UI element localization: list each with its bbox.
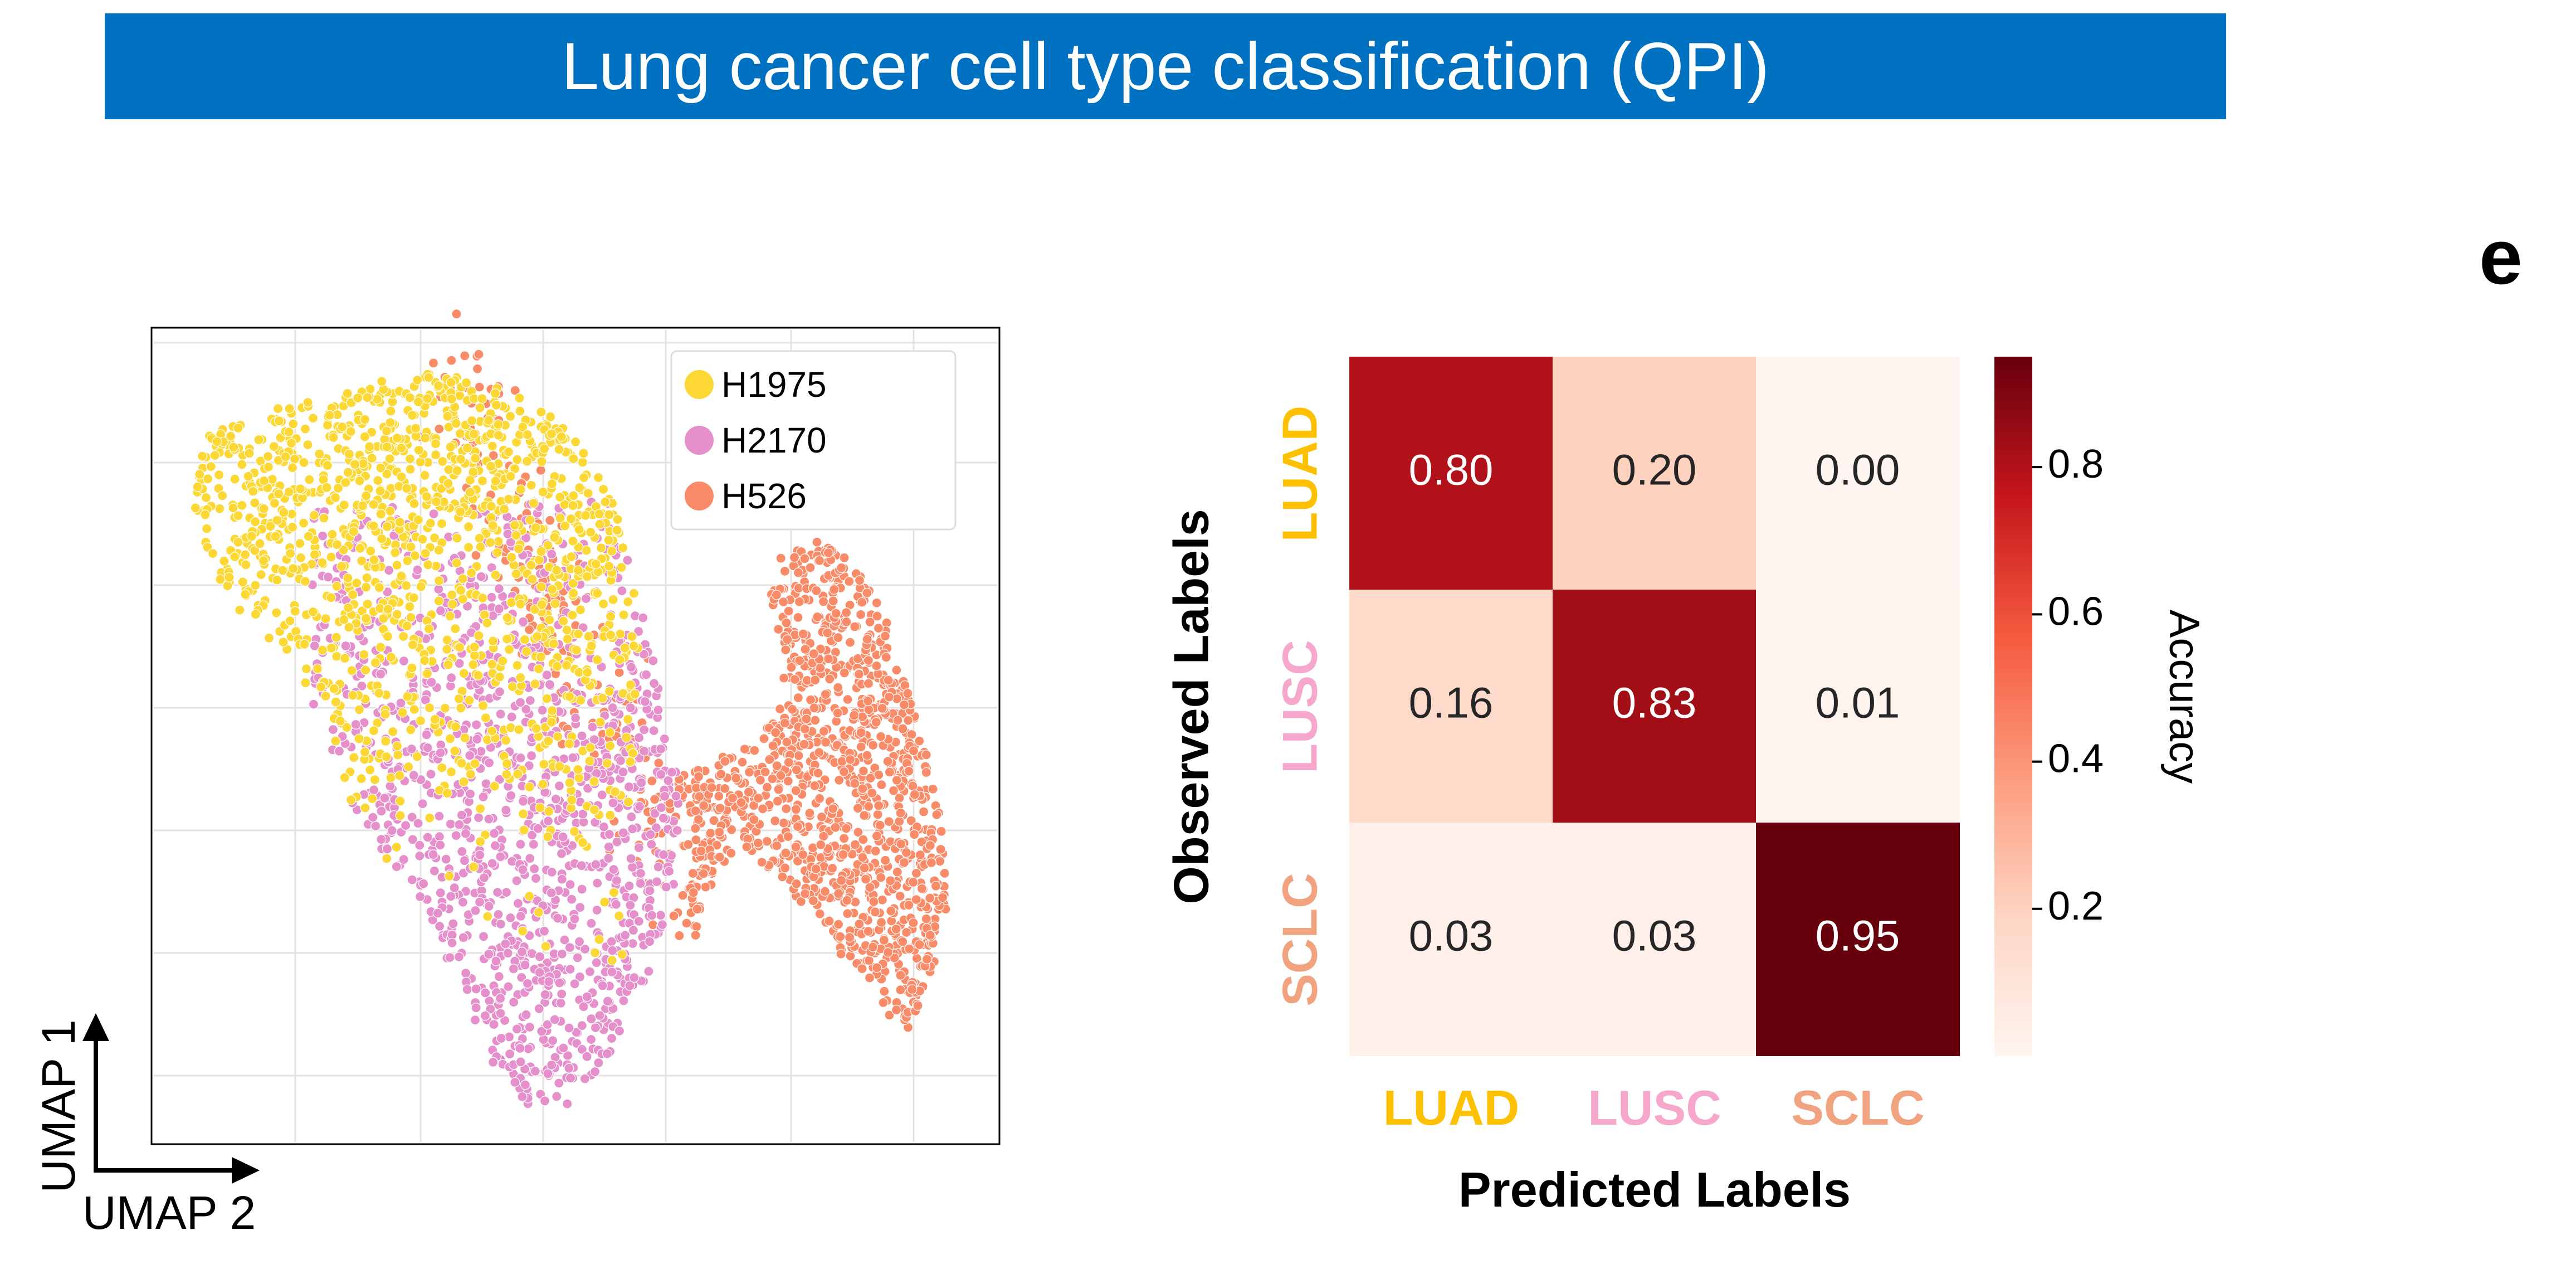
- point-h526: [839, 668, 850, 678]
- point-h526: [698, 800, 709, 811]
- point-h526: [787, 704, 798, 715]
- colorbar-label: Accuracy: [2160, 610, 2208, 784]
- point-h526: [853, 827, 863, 838]
- point-h526: [871, 597, 882, 608]
- colorbar-gradient: [1994, 357, 2032, 1056]
- point-h526: [916, 837, 927, 847]
- x-tick-labels: LUAD LUSC SCLC: [1383, 1080, 1925, 1135]
- point-h526: [824, 674, 835, 684]
- cell-value-label: 0.03: [1612, 911, 1697, 960]
- point-h526: [775, 553, 786, 563]
- point-h526: [726, 824, 737, 835]
- cell-value-label: 0.80: [1409, 445, 1494, 494]
- point-h526: [739, 743, 750, 755]
- point-h526: [839, 552, 850, 563]
- point-h526: [816, 811, 827, 823]
- panel-letter: e: [2479, 213, 2523, 300]
- point-h526: [914, 736, 925, 746]
- point-h526: [762, 782, 773, 792]
- point-h526: [857, 597, 867, 607]
- point-h526: [860, 874, 871, 884]
- data-points: [190, 309, 951, 1109]
- cell-value-label: 0.20: [1612, 445, 1697, 494]
- point-h526: [773, 624, 784, 635]
- point-h526: [935, 844, 946, 855]
- page-title: Lung cancer cell type classification (QP…: [562, 29, 1769, 104]
- point-h526: [870, 907, 881, 917]
- cell-value-label: 0.01: [1816, 678, 1900, 727]
- point-h526: [870, 845, 881, 857]
- point-h526: [844, 576, 855, 587]
- point-h526: [838, 766, 850, 777]
- point-h526: [891, 665, 902, 675]
- point-h526: [793, 612, 803, 623]
- point-h526: [884, 1010, 895, 1020]
- point-h526: [886, 906, 896, 916]
- point-h526: [800, 644, 811, 655]
- y-tick-lusc: LUSC: [1272, 640, 1327, 774]
- point-h526: [895, 985, 906, 995]
- point-h526: [854, 575, 865, 586]
- cell-value-label: 0.95: [1816, 911, 1900, 960]
- colorbar-tick-label: 0.6: [2048, 589, 2104, 634]
- cell-value-label: 0.03: [1409, 911, 1494, 960]
- point-h526: [879, 986, 890, 996]
- x-tick-lusc: LUSC: [1588, 1080, 1721, 1135]
- point-h526: [824, 916, 835, 926]
- colorbar-tick-label: 0.2: [2048, 884, 2104, 928]
- point-h526: [858, 834, 869, 845]
- cell-value-label: 0.16: [1409, 678, 1494, 727]
- y-tick-luad: LUAD: [1272, 406, 1327, 542]
- point-h526: [726, 848, 736, 859]
- point-h526: [834, 775, 845, 785]
- colorbar-tick-label: 0.4: [2048, 737, 2104, 781]
- x-tick-sclc: SCLC: [1791, 1080, 1925, 1135]
- point-h526: [838, 833, 850, 844]
- colorbar-ticks: 0.2 0.4 0.6 0.8: [2032, 442, 2104, 928]
- y-axis-label: Observed Labels: [1163, 509, 1218, 904]
- colorbar-tick-label: 0.8: [2048, 442, 2104, 487]
- cell-value-label: 0.00: [1816, 445, 1900, 494]
- point-h526: [906, 815, 916, 826]
- point-h526: [939, 868, 950, 879]
- y-tick-sclc: SCLC: [1272, 873, 1327, 1007]
- point-h526: [711, 840, 722, 850]
- x-tick-luad: LUAD: [1383, 1080, 1519, 1135]
- point-h526: [855, 609, 866, 620]
- point-h526: [833, 919, 844, 930]
- colorbar: 0.2 0.4 0.6 0.8 Accuracy: [1994, 357, 2208, 1056]
- point-h526: [690, 930, 701, 941]
- point-h526: [871, 717, 881, 728]
- cell-value-label: 0.83: [1612, 678, 1697, 727]
- point-h526: [872, 611, 882, 621]
- point-h526: [709, 815, 719, 826]
- point-h526: [842, 908, 853, 919]
- y-tick-labels: LUAD LUSC SCLC: [1272, 406, 1327, 1007]
- point-h526: [773, 784, 784, 795]
- x-axis-label: Predicted Labels: [1458, 1162, 1851, 1217]
- title-banner: Lung cancer cell type classification (QP…: [105, 13, 2226, 119]
- point-h526: [774, 704, 786, 714]
